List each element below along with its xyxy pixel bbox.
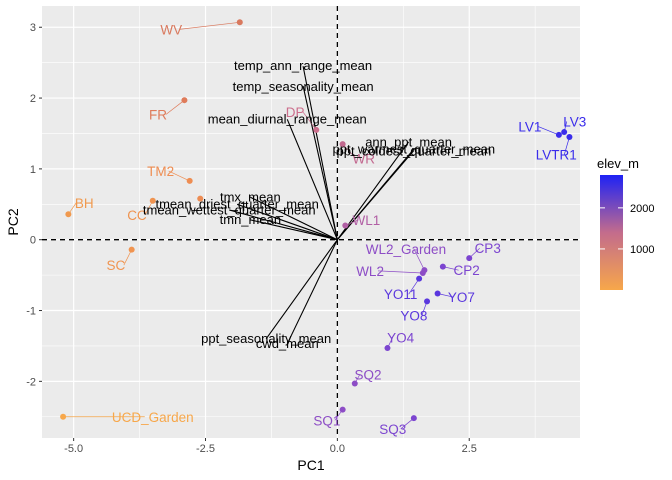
loading-arrows bbox=[229, 66, 415, 345]
legend-tick-label: 1000 bbox=[630, 244, 654, 256]
legend-ticks: 1000 2000 bbox=[600, 203, 654, 256]
point-label: YO4 bbox=[387, 330, 415, 345]
point-label: SC bbox=[106, 258, 125, 273]
point-label-leader bbox=[302, 112, 317, 131]
point-label-leader bbox=[537, 126, 560, 136]
point-label-leader bbox=[144, 200, 154, 216]
loading-arrow bbox=[250, 196, 338, 241]
legend-title: elev_m bbox=[597, 156, 639, 171]
legend-tick-label: 2000 bbox=[630, 203, 654, 215]
loading-label: tmean_wettest_quarter_mean bbox=[143, 202, 316, 217]
point-label: YO8 bbox=[400, 308, 427, 323]
point-label-leader bbox=[563, 136, 570, 155]
point-label: SQ1 bbox=[313, 413, 340, 428]
point-label-leader bbox=[421, 301, 428, 316]
loading-label: ppt_coldest_quarter_mean bbox=[337, 143, 492, 158]
point-label: TM2 bbox=[147, 164, 174, 179]
loading-arrow bbox=[286, 119, 338, 240]
point-label: FR bbox=[149, 107, 167, 122]
point-label-leader bbox=[408, 278, 420, 295]
point-label: CC bbox=[127, 208, 147, 223]
point-label: WL1 bbox=[352, 213, 380, 228]
legend-colorbar bbox=[600, 175, 623, 290]
y-axis-title: PC2 bbox=[5, 208, 21, 235]
point-label: CP2 bbox=[453, 263, 479, 278]
x-axis-title: PC1 bbox=[297, 457, 324, 473]
legend: elev_m 1000 2000 bbox=[597, 156, 654, 290]
point-label-leader bbox=[165, 99, 185, 115]
loading-label: ppt_warmest_quarter_mean bbox=[333, 141, 496, 156]
point-label: YO11 bbox=[384, 287, 418, 302]
point-label: WL2_Garden bbox=[366, 242, 446, 257]
point-label-leader bbox=[468, 247, 480, 259]
point-label-leader bbox=[334, 409, 343, 421]
point-label: SQ2 bbox=[354, 367, 381, 382]
y-tick-label: 1 bbox=[30, 164, 36, 176]
data-point bbox=[197, 195, 204, 202]
point-label: WL2 bbox=[356, 264, 384, 279]
y-axis-ticks: -2 -1 0 1 2 3 bbox=[26, 22, 42, 388]
point-label: WR bbox=[352, 151, 375, 166]
x-axis-ticks: -5.0 -2.5 0.0 2.5 bbox=[64, 438, 477, 455]
x-tick-label: 2.5 bbox=[462, 443, 477, 455]
point-label: YO7 bbox=[448, 290, 475, 305]
point-label: WV bbox=[160, 22, 182, 37]
point-label-leader bbox=[413, 248, 425, 271]
point-label: BH bbox=[75, 196, 94, 211]
loading-arrow bbox=[250, 219, 338, 241]
point-label-leader bbox=[378, 270, 423, 274]
loading-arrow bbox=[336, 150, 415, 241]
point-label-leader bbox=[68, 202, 77, 215]
loading-labels: temp_ann_range_mean temp_seasonality_mean… bbox=[143, 58, 495, 351]
point-label: SQ3 bbox=[379, 422, 406, 437]
loading-label: ppt_seasonality_mean bbox=[201, 331, 331, 346]
loading-arrow bbox=[302, 66, 338, 240]
loading-label: temp_ann_range_mean bbox=[234, 58, 372, 73]
point-label-leader bbox=[400, 417, 415, 430]
point-label-leader bbox=[179, 21, 240, 30]
x-tick-label: -2.5 bbox=[196, 443, 215, 455]
point-label-leader bbox=[342, 143, 357, 159]
loading-label: temp_seasonality_mean bbox=[233, 79, 374, 94]
y-tick-label: -2 bbox=[26, 376, 36, 388]
point-labels: WV FR DP WR TM2 BH CC SC UCD_Garden WL1 LV1 LV3 LVTR… bbox=[63, 21, 586, 437]
point-label: LV3 bbox=[563, 114, 586, 129]
y-tick-label: 2 bbox=[30, 93, 36, 105]
loading-arrow bbox=[302, 85, 338, 240]
y-tick-label: 0 bbox=[30, 235, 36, 247]
loading-label: tmean_driest_quarter_mean bbox=[155, 197, 318, 212]
loading-label: cwd_mean bbox=[256, 336, 319, 351]
y-tick-label: 3 bbox=[30, 22, 36, 34]
y-tick-label: -1 bbox=[26, 306, 36, 318]
point-label-leader bbox=[123, 249, 132, 266]
panel-background bbox=[42, 6, 580, 438]
grid-major bbox=[42, 6, 580, 438]
point-label: LV1 bbox=[518, 119, 541, 134]
point-label: UCD_Garden bbox=[112, 410, 194, 425]
x-tick-label: -5.0 bbox=[64, 443, 83, 455]
point-label-leader bbox=[345, 219, 359, 226]
point-label-leader bbox=[437, 293, 454, 298]
point-label-leader bbox=[168, 170, 190, 182]
loading-label: tmx_mean bbox=[220, 190, 281, 205]
point-label-leader bbox=[563, 121, 568, 133]
point-label: LVTR1 bbox=[536, 148, 577, 163]
x-tick-label: 0.0 bbox=[330, 443, 345, 455]
loading-arrow bbox=[336, 141, 410, 241]
point-label-leader bbox=[442, 266, 459, 271]
point-label-leader bbox=[354, 374, 361, 384]
loading-arrow bbox=[236, 203, 338, 241]
loading-label: ann_ppt_mean bbox=[365, 134, 452, 149]
reference-lines bbox=[42, 6, 580, 438]
loading-arrow bbox=[286, 239, 338, 345]
loading-label: tmn_mean bbox=[220, 212, 281, 227]
loading-label: mean_diurnal_range_mean bbox=[208, 112, 367, 127]
point-label-leader bbox=[387, 337, 393, 349]
point-label: CP3 bbox=[475, 241, 501, 256]
loading-arrow bbox=[265, 239, 338, 340]
point-label: DP bbox=[286, 105, 305, 120]
loading-arrow bbox=[229, 209, 338, 241]
